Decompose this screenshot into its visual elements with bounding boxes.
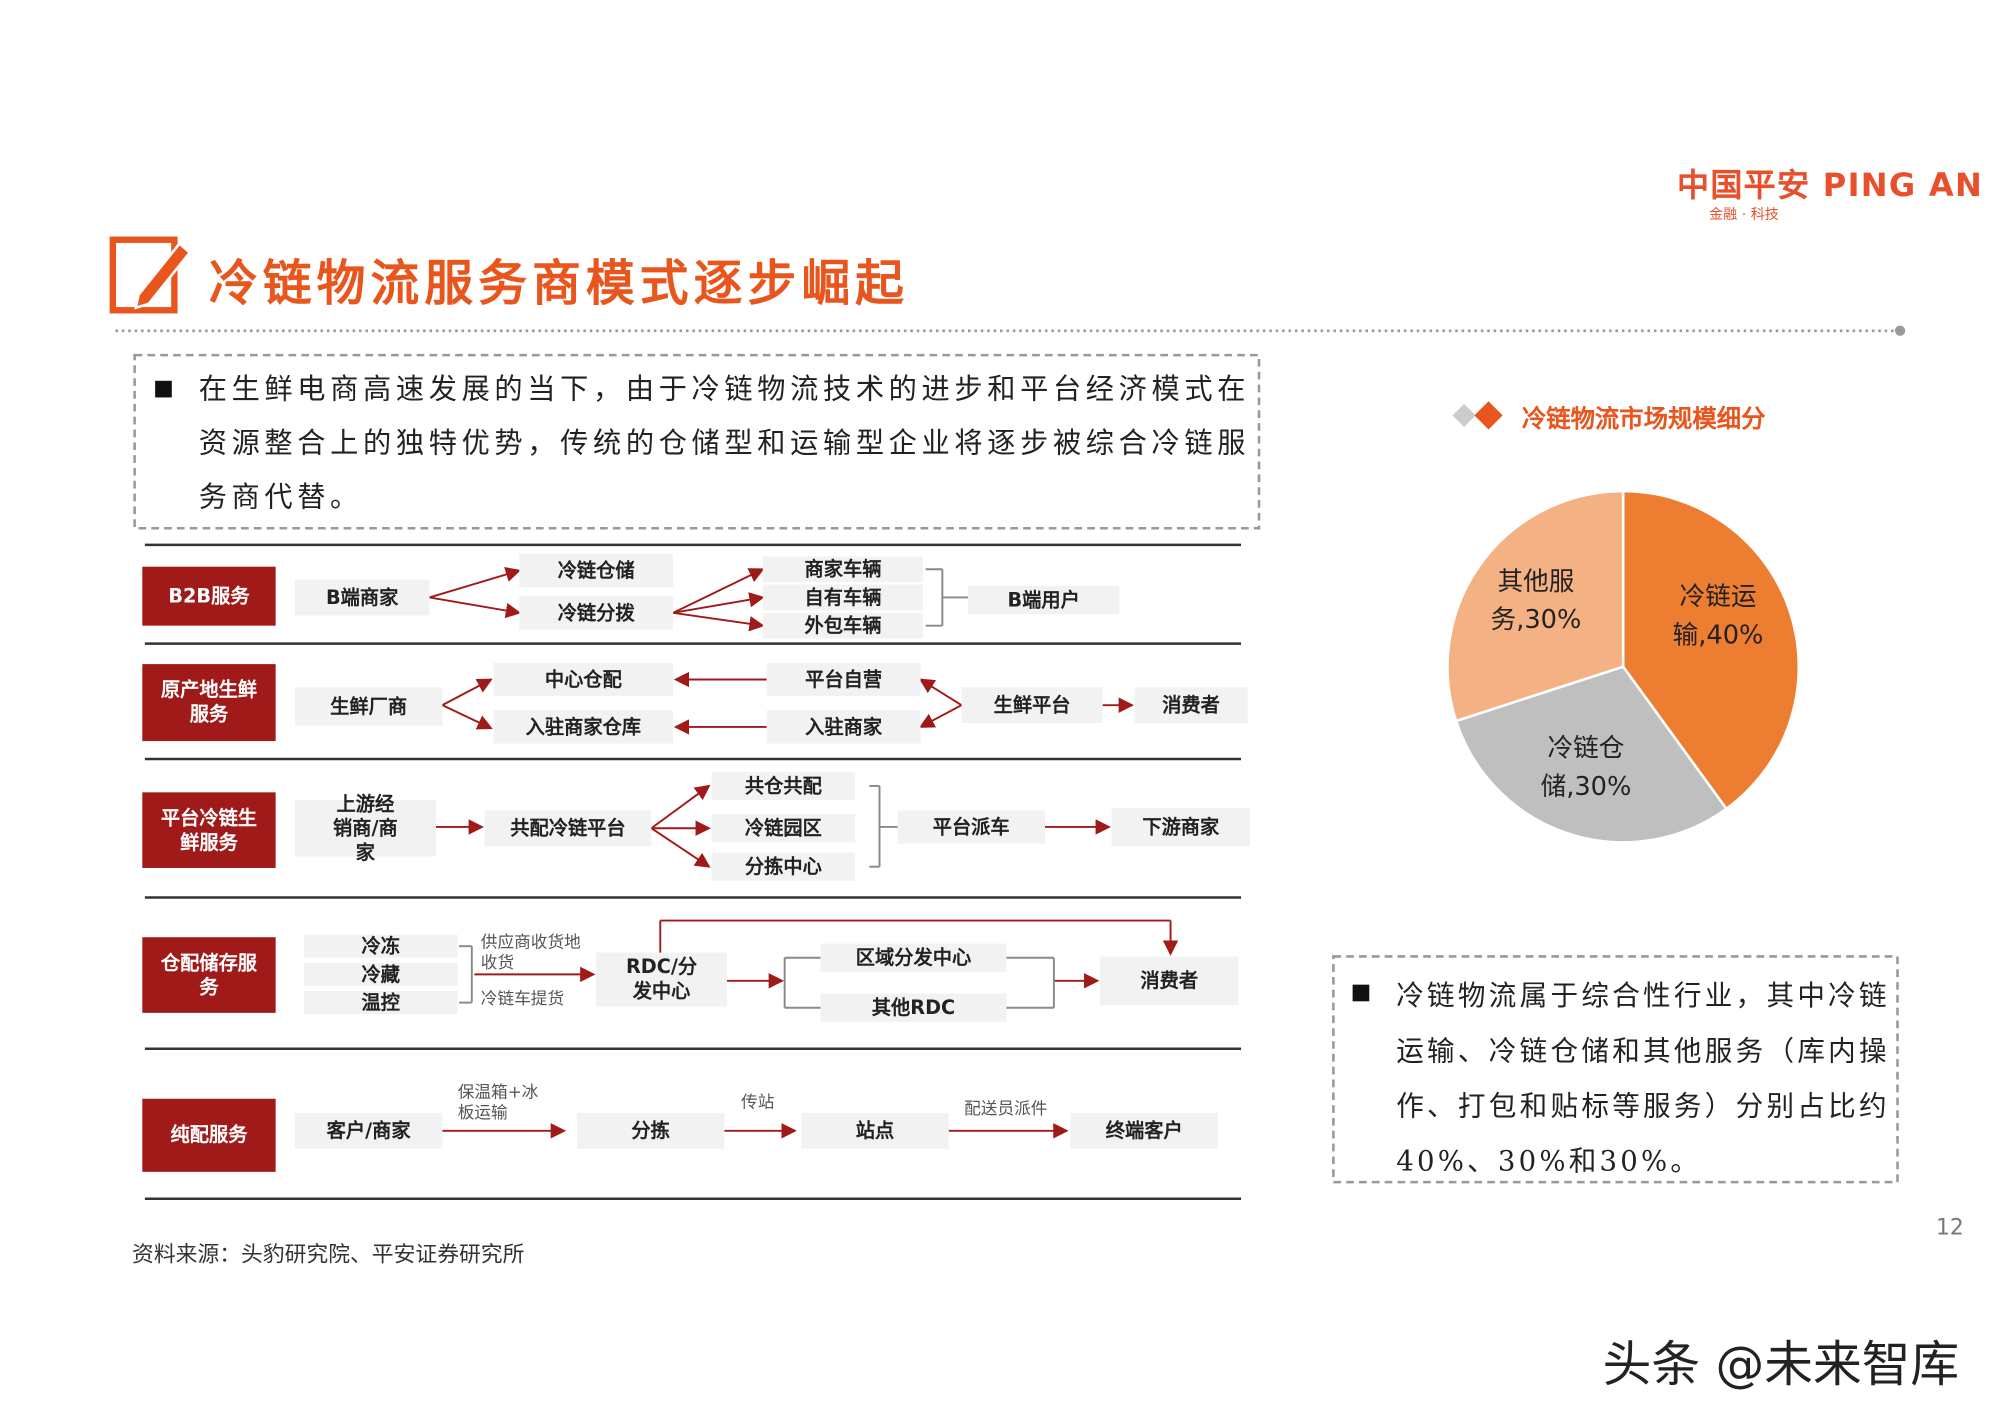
pie-slice xyxy=(1621,489,1801,811)
diamond xyxy=(1474,401,1503,430)
node: 客户/商家 xyxy=(294,1112,443,1149)
intro-text: 在生鲜电商高速发展的当下，由于冷链物流技术的进步和平台经济模式在资源整合上的独特… xyxy=(198,374,1251,515)
node: 生鲜平台 xyxy=(961,687,1103,724)
source: 资料来源：头豹研究院、平安证券研究所 xyxy=(132,1242,525,1268)
edge-label: 保温箱+冰板运输 xyxy=(457,1083,539,1124)
node: 站点 xyxy=(801,1112,949,1149)
slice-label: 冷链运输,40% xyxy=(1672,580,1764,651)
pie-slice xyxy=(1446,489,1625,723)
node: 生鲜厂商 xyxy=(294,687,443,726)
node: 平台自营 xyxy=(766,662,921,697)
page-number: 12 xyxy=(1935,1215,1964,1242)
arrow xyxy=(672,568,765,614)
pie-slice xyxy=(1454,665,1729,844)
node: 下游商家 xyxy=(1111,807,1251,847)
arrow xyxy=(650,827,711,868)
node: 消费者 xyxy=(1134,687,1248,724)
arrow xyxy=(918,704,963,728)
divider-dot xyxy=(1894,325,1906,336)
node: 其他RDC xyxy=(820,993,1007,1022)
diamond xyxy=(1452,403,1476,427)
row-label: B2B服务 xyxy=(142,566,276,626)
slide-title: 冷链物流服务商模式逐步崛起 xyxy=(208,253,910,312)
node: 外包车辆 xyxy=(762,612,924,639)
summary-frame xyxy=(1332,955,1899,1184)
edge-label: 供应商收货地收货 xyxy=(480,933,581,974)
logo-en: PING AN xyxy=(1822,166,1984,204)
node: 平台派车 xyxy=(897,810,1045,844)
node: B端用户 xyxy=(967,585,1120,615)
pie-title: 冷链物流市场规模细分 xyxy=(1521,405,1766,434)
edge-label: 配送员派件 xyxy=(964,1100,1048,1120)
node: 冷链园区 xyxy=(711,814,856,843)
node: 冷冻 xyxy=(303,934,458,958)
node: 区域分发中心 xyxy=(820,943,1007,972)
arrow xyxy=(429,596,522,619)
row-label: 纯配服务 xyxy=(142,1098,276,1172)
node: 分拣中心 xyxy=(711,852,856,881)
node: 入驻商家仓库 xyxy=(493,710,674,744)
node: 共仓共配 xyxy=(711,771,856,801)
arrow xyxy=(672,592,765,614)
node: 冷藏 xyxy=(303,962,458,986)
node: 终端客户 xyxy=(1070,1112,1218,1149)
slice-label: 冷链仓储,30% xyxy=(1540,732,1632,802)
arrow xyxy=(918,678,963,706)
node: B端商家 xyxy=(294,579,430,616)
intro-frame xyxy=(133,353,1261,530)
arrow xyxy=(441,704,493,730)
bullet xyxy=(155,380,172,398)
node: 商家车辆 xyxy=(762,556,924,583)
slice-label: 其他服务,30% xyxy=(1490,565,1582,635)
arrow xyxy=(429,567,522,599)
node: 入驻商家 xyxy=(766,710,921,744)
node: 自有车辆 xyxy=(762,584,924,611)
node: 分拣 xyxy=(576,1112,725,1149)
edge-label: 冷链车提货 xyxy=(480,989,565,1010)
node: 共配冷链平台 xyxy=(484,810,652,847)
node: RDC/分发中心 xyxy=(596,952,727,1007)
summary-text: 冷链物流属于综合性行业，其中冷链运输、冷链仓储和其他服务（库内操作、打包和贴标等… xyxy=(1396,980,1890,1179)
node: 温控 xyxy=(303,990,458,1015)
logo-sub: 金融 · 科技 xyxy=(1709,206,1779,224)
node: 冷链仓储 xyxy=(519,553,674,588)
row-label: 仓配储存服务 xyxy=(142,937,276,1013)
node: 冷链分拨 xyxy=(519,596,674,630)
row-label: 平台冷链生鲜服务 xyxy=(142,792,276,868)
bullet xyxy=(1352,984,1370,1002)
watermark: 头条 @未来智库 xyxy=(1602,1335,1960,1393)
node: 消费者 xyxy=(1100,956,1239,1006)
arrow xyxy=(650,784,711,830)
row-label: 原产地生鲜服务 xyxy=(142,664,276,742)
edge-label: 传站 xyxy=(741,1093,775,1113)
logo: 中国平安 PING AN xyxy=(1677,160,1983,206)
logo-cn: 中国平安 xyxy=(1676,166,1811,204)
arrow xyxy=(441,678,493,707)
title-icon xyxy=(109,236,178,314)
node: 中心仓配 xyxy=(493,662,674,697)
arrow xyxy=(672,611,765,632)
node: 上游经销商/商家 xyxy=(294,792,436,863)
pencil-icon xyxy=(134,241,192,310)
